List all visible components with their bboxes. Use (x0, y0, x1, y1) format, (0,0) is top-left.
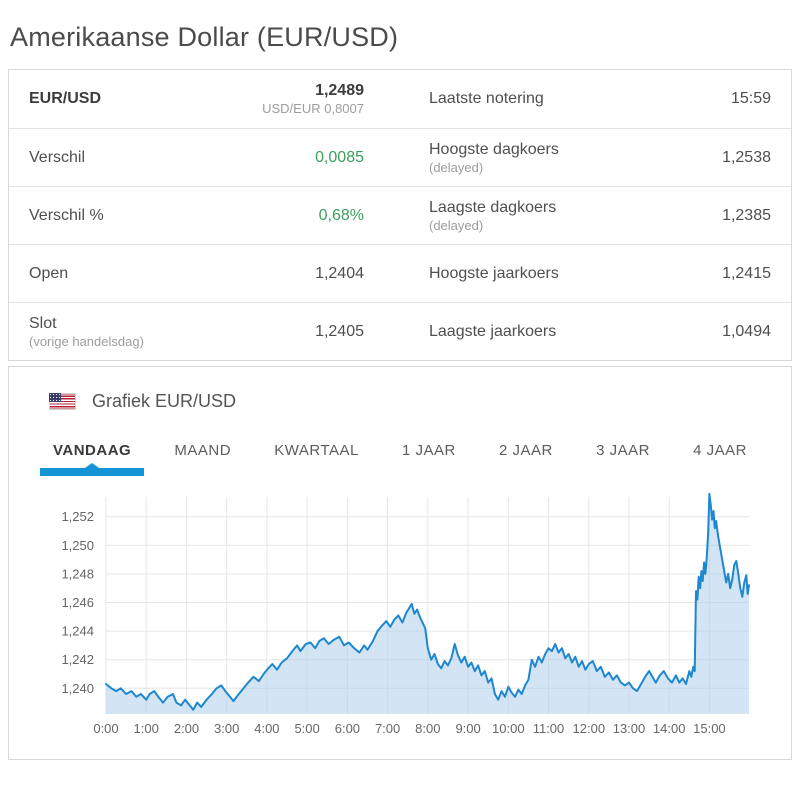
chart-title: Grafiek EUR/USD (92, 391, 237, 411)
tab-2jaar[interactable]: 2 JAAR (499, 442, 553, 459)
last-price-cell: 1,2489 USD/EUR 0,8007 (219, 81, 364, 117)
day-high-label: Hoogste dagkoers (429, 140, 559, 158)
svg-text:1,240: 1,240 (61, 681, 94, 696)
close-value: 1,2405 (315, 322, 364, 340)
close-sublabel: (vorige handelsdag) (29, 333, 144, 349)
svg-text:15:00: 15:00 (693, 721, 726, 736)
change-pct-value: 0,68% (318, 206, 364, 224)
price-chart[interactable]: 1,240 1,242 1,244 1,246 1,248 1,250 1,252 0:00 1… (11, 491, 789, 743)
change-label: Verschil (29, 148, 86, 166)
pair-label: EUR/USD (29, 90, 102, 107)
svg-text:12:00: 12:00 (573, 721, 606, 736)
quote-table: EUR/USD 1,2489 USD/EUR 0,8007 Laatste no… (8, 69, 792, 361)
svg-text:11:00: 11:00 (533, 721, 565, 736)
svg-text:10:00: 10:00 (492, 721, 525, 736)
svg-text:14:00: 14:00 (653, 721, 686, 736)
svg-text:6:00: 6:00 (335, 721, 360, 736)
change-value: 0,0085 (315, 148, 364, 166)
page-title: Amerikaanse Dollar (EUR/USD) (10, 22, 399, 52)
svg-text:2:00: 2:00 (174, 721, 199, 736)
svg-text:1,246: 1,246 (61, 595, 94, 610)
svg-text:5:00: 5:00 (294, 721, 319, 736)
table-row: Verschil % 0,68% Laagste dagkoers (delay… (9, 186, 791, 244)
inverse-rate: USD/EUR 0,8007 (262, 101, 364, 117)
last-price: 1,2489 (315, 82, 364, 100)
day-low-value: 1,2385 (722, 206, 771, 224)
table-row: Slot (vorige handelsdag) 1,2405 Laagste … (9, 302, 791, 360)
year-high-label: Hoogste jaarkoers (429, 264, 559, 282)
last-quote-time-cell: 15:59 (679, 89, 771, 109)
price-chart-area: 1,240 1,242 1,244 1,246 1,248 1,250 1,252 0:00 1… (9, 491, 791, 743)
period-tabs: VANDAAG MAAND KWARTAAL 1 JAAR 2 JAAR 3 J… (9, 442, 791, 476)
change-pct-label: Verschil % (29, 206, 104, 224)
table-row: Verschil 0,0085 Hoogste dagkoers (delaye… (9, 128, 791, 186)
svg-text:1,244: 1,244 (61, 624, 94, 639)
svg-text:4:00: 4:00 (254, 721, 279, 736)
tab-4jaar[interactable]: 4 JAAR (693, 442, 747, 459)
year-low-value: 1,0494 (722, 322, 771, 340)
us-flag-icon (49, 393, 76, 410)
pair-label-cell: EUR/USD (29, 89, 219, 109)
svg-text:1,252: 1,252 (61, 509, 94, 524)
svg-text:9:00: 9:00 (455, 721, 480, 736)
tab-vandaag[interactable]: VANDAAG (40, 442, 145, 476)
table-row: Open 1,2404 Hoogste jaarkoers 1,2415 (9, 244, 791, 302)
open-value: 1,2404 (315, 264, 364, 282)
close-label: Slot (29, 314, 57, 332)
svg-text:1,242: 1,242 (61, 652, 94, 667)
tab-maand[interactable]: MAAND (174, 442, 232, 459)
svg-text:1:00: 1:00 (134, 721, 159, 736)
tab-1jaar[interactable]: 1 JAAR (402, 442, 456, 459)
year-high-value: 1,2415 (722, 264, 771, 282)
svg-text:3:00: 3:00 (214, 721, 239, 736)
last-quote-label-cell: Laatste notering (429, 90, 544, 107)
year-low-label: Laagste jaarkoers (429, 322, 557, 340)
table-row: EUR/USD 1,2489 USD/EUR 0,8007 Laatste no… (9, 70, 791, 128)
tab-3jaar[interactable]: 3 JAAR (596, 442, 650, 459)
open-label: Open (29, 264, 69, 282)
svg-text:8:00: 8:00 (415, 721, 440, 736)
svg-text:1,248: 1,248 (61, 566, 94, 581)
day-high-value: 1,2538 (722, 148, 771, 166)
svg-text:1,250: 1,250 (61, 538, 94, 553)
svg-text:0:00: 0:00 (93, 721, 118, 736)
chart-section: Grafiek EUR/USD VANDAAG MAAND KWARTAAL 1… (8, 366, 792, 760)
tab-kwartaal[interactable]: KWARTAAL (274, 442, 359, 459)
chart-header: Grafiek EUR/USD (9, 391, 791, 412)
active-tab-indicator (40, 463, 145, 476)
day-low-label: Laagste dagkoers (429, 198, 557, 216)
last-quote-time: 15:59 (730, 90, 771, 107)
svg-text:7:00: 7:00 (375, 721, 400, 736)
svg-text:13:00: 13:00 (613, 721, 646, 736)
